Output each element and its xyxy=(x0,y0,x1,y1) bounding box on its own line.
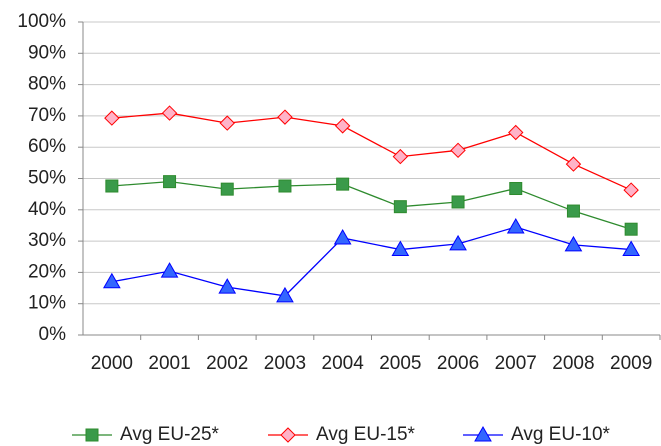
x-tick-label: 2002 xyxy=(206,353,248,374)
marker xyxy=(450,142,466,159)
marker xyxy=(391,240,410,257)
marker xyxy=(566,204,580,218)
marker xyxy=(451,195,465,209)
marker xyxy=(392,148,409,165)
y-tick-label: 30% xyxy=(28,230,66,251)
marker xyxy=(565,156,582,172)
y-tick-label: 50% xyxy=(28,168,66,189)
y-tick-label: 100% xyxy=(17,11,66,32)
x-tick-label: 2009 xyxy=(610,353,652,374)
marker xyxy=(333,228,352,245)
x-tick-label: 2003 xyxy=(264,353,306,374)
x-tick-label: 2007 xyxy=(495,353,537,374)
marker xyxy=(624,222,638,236)
marker xyxy=(622,240,641,257)
marker xyxy=(508,124,524,141)
marker xyxy=(474,425,492,442)
y-tick-label: 40% xyxy=(28,199,66,220)
marker xyxy=(102,272,121,289)
marker xyxy=(506,218,525,234)
legend-label: Avg EU-25* xyxy=(120,424,220,445)
legend-label: Avg EU-15* xyxy=(316,424,416,445)
y-tick-label: 60% xyxy=(28,136,66,157)
y-tick-label: 10% xyxy=(28,293,66,314)
x-tick-label: 2004 xyxy=(322,353,365,374)
y-tick-label: 90% xyxy=(28,42,66,63)
marker xyxy=(85,428,99,442)
marker xyxy=(623,182,639,198)
y-tick-label: 70% xyxy=(28,105,66,126)
y-tick-label: 20% xyxy=(28,261,66,282)
marker xyxy=(280,427,296,443)
x-tick-label: 2000 xyxy=(91,353,133,374)
x-tick-label: 2008 xyxy=(552,353,594,374)
marker xyxy=(278,179,292,193)
marker xyxy=(105,179,119,193)
marker xyxy=(393,200,407,214)
y-tick-label: 80% xyxy=(28,74,66,95)
marker xyxy=(334,118,351,134)
marker xyxy=(218,278,237,294)
marker xyxy=(104,110,120,126)
series-line xyxy=(111,112,632,191)
y-tick-label: 0% xyxy=(39,324,67,345)
marker xyxy=(509,182,523,196)
x-tick-label: 2005 xyxy=(379,353,421,374)
marker xyxy=(161,105,178,121)
x-tick-label: 2006 xyxy=(437,353,479,374)
marker xyxy=(163,175,177,189)
marker xyxy=(564,235,583,252)
marker xyxy=(219,115,235,131)
marker xyxy=(220,182,234,196)
marker xyxy=(336,177,350,191)
series-line xyxy=(111,226,632,297)
marker xyxy=(276,286,294,303)
marker xyxy=(449,234,467,251)
series-line xyxy=(111,180,632,230)
legend-label: Avg EU-10* xyxy=(511,424,611,445)
marker xyxy=(277,109,293,125)
x-tick-label: 2001 xyxy=(148,353,190,374)
marker xyxy=(160,262,179,278)
